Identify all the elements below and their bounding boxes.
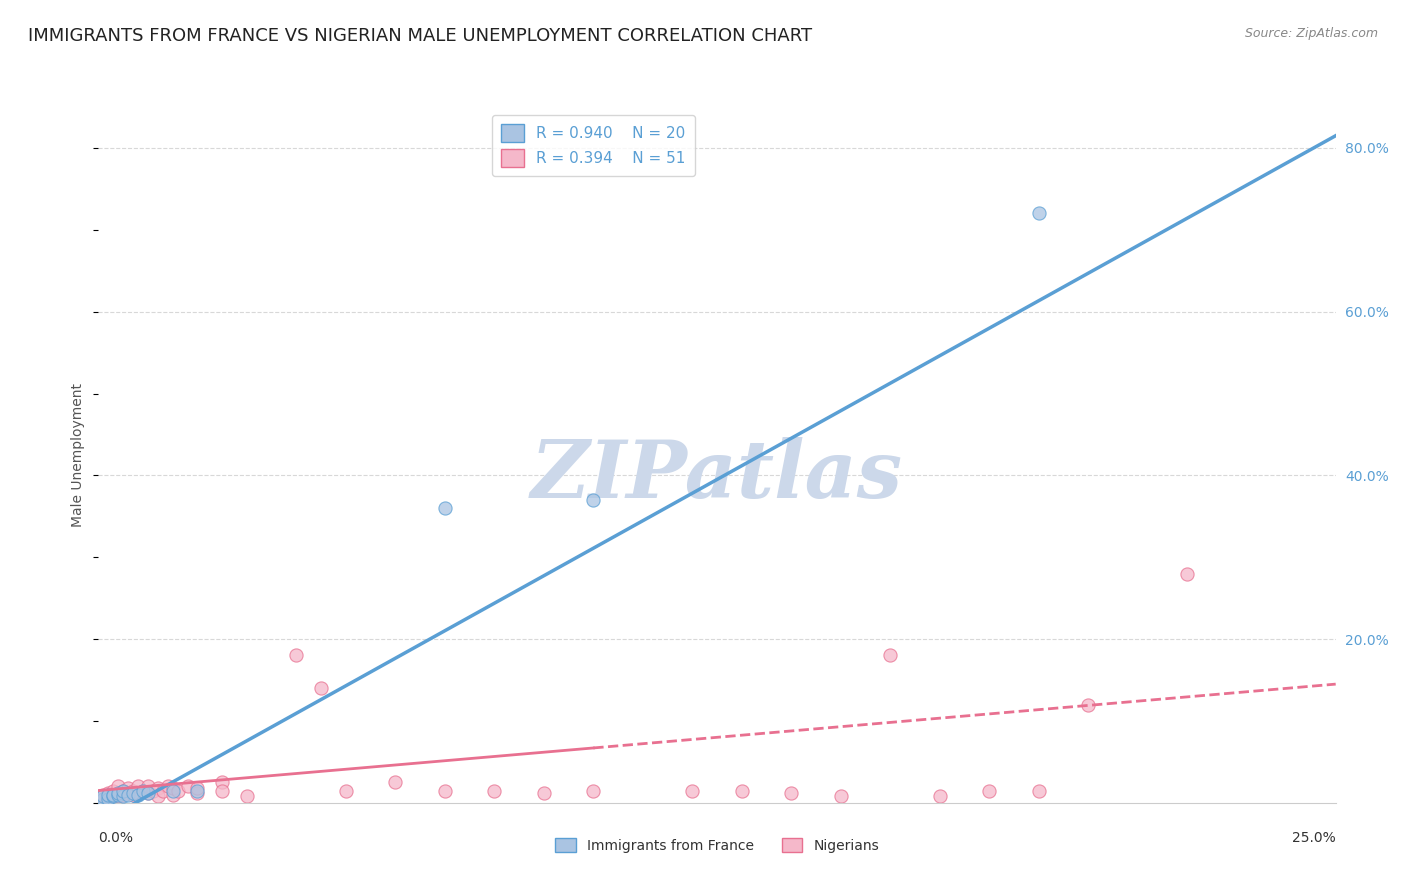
Point xyxy=(136,780,159,794)
Point xyxy=(122,788,145,802)
Y-axis label: Male Unemployment: Male Unemployment xyxy=(72,383,86,527)
Point xyxy=(93,791,115,805)
Legend: Immigrants from France, Nigerians: Immigrants from France, Nigerians xyxy=(550,832,884,858)
Point xyxy=(103,788,125,802)
Point xyxy=(582,492,605,507)
Point xyxy=(97,791,120,805)
Point xyxy=(211,783,233,797)
Point xyxy=(146,789,169,804)
Point xyxy=(93,791,115,805)
Point xyxy=(136,786,159,800)
Point xyxy=(117,780,139,795)
Point xyxy=(136,786,159,800)
Point xyxy=(162,780,184,795)
Point xyxy=(117,788,139,802)
Text: Source: ZipAtlas.com: Source: ZipAtlas.com xyxy=(1244,27,1378,40)
Point xyxy=(127,786,149,800)
Point xyxy=(156,780,179,794)
Point xyxy=(335,783,357,797)
Point xyxy=(1175,566,1198,581)
Point xyxy=(780,786,803,800)
Point xyxy=(176,780,198,794)
Point xyxy=(731,783,754,797)
Point xyxy=(127,780,149,794)
Point xyxy=(103,783,125,797)
Point xyxy=(979,783,1001,797)
Point xyxy=(112,788,135,802)
Point xyxy=(142,783,165,797)
Point xyxy=(533,786,555,800)
Point xyxy=(166,783,188,797)
Point xyxy=(1028,783,1050,797)
Point xyxy=(211,775,233,789)
Point xyxy=(879,648,901,663)
Point xyxy=(162,788,184,802)
Point xyxy=(122,786,145,800)
Point xyxy=(122,783,145,797)
Point xyxy=(928,789,950,804)
Point xyxy=(1077,698,1099,712)
Point xyxy=(186,786,208,800)
Point xyxy=(103,789,125,804)
Point xyxy=(127,788,149,802)
Text: 0.0%: 0.0% xyxy=(98,830,134,845)
Point xyxy=(285,648,308,663)
Point xyxy=(152,783,174,797)
Point xyxy=(117,786,139,800)
Point xyxy=(1028,206,1050,220)
Point xyxy=(681,783,703,797)
Text: IMMIGRANTS FROM FRANCE VS NIGERIAN MALE UNEMPLOYMENT CORRELATION CHART: IMMIGRANTS FROM FRANCE VS NIGERIAN MALE … xyxy=(28,27,813,45)
Point xyxy=(97,789,120,804)
Text: 25.0%: 25.0% xyxy=(1292,830,1336,845)
Point xyxy=(93,789,115,804)
Text: ZIPatlas: ZIPatlas xyxy=(531,437,903,515)
Point xyxy=(384,775,406,789)
Point xyxy=(132,783,155,797)
Point xyxy=(107,780,129,794)
Point xyxy=(433,783,456,797)
Point xyxy=(582,783,605,797)
Point xyxy=(186,780,208,795)
Point xyxy=(112,783,135,797)
Point xyxy=(830,789,852,804)
Point xyxy=(132,783,155,797)
Point xyxy=(112,789,135,804)
Point xyxy=(484,783,506,797)
Point xyxy=(103,788,125,802)
Point xyxy=(162,783,184,797)
Point xyxy=(107,786,129,800)
Point xyxy=(107,789,129,804)
Point xyxy=(309,681,332,696)
Point xyxy=(97,786,120,800)
Point xyxy=(93,788,115,802)
Point xyxy=(146,780,169,795)
Point xyxy=(107,788,129,802)
Point xyxy=(112,783,135,797)
Point xyxy=(433,501,456,516)
Point xyxy=(97,788,120,802)
Point xyxy=(236,789,259,804)
Point xyxy=(186,783,208,797)
